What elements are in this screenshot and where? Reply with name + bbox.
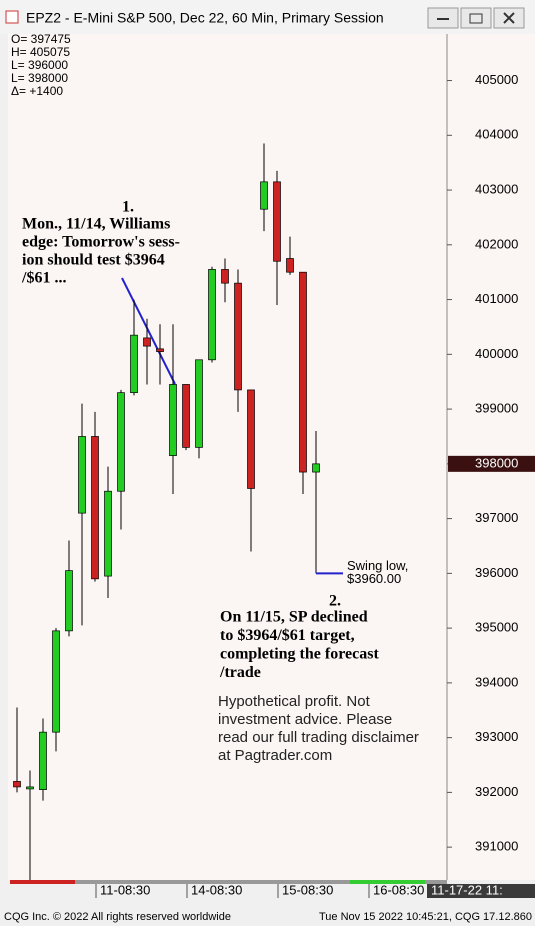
- session-strip: [350, 880, 425, 884]
- y-tick-label: 403000: [475, 181, 518, 196]
- y-tick-label: 405000: [475, 72, 518, 87]
- x-tick-label: 15-08:30: [282, 882, 333, 897]
- y-tick-label: 392000: [475, 784, 518, 799]
- y-tick-label: 402000: [475, 236, 518, 251]
- current-date: 11-17-22 11:: [431, 882, 503, 897]
- candle-body: [91, 436, 99, 580]
- candle-body: [260, 181, 268, 210]
- session-strip: [425, 880, 447, 884]
- y-tick-label: 393000: [475, 729, 518, 744]
- annotation-text: completing the forecast: [220, 646, 379, 663]
- candle-body: [286, 258, 294, 273]
- date-axis: [8, 880, 535, 898]
- candle-body: [182, 384, 190, 448]
- candle-body: [195, 359, 203, 448]
- annotation-text: /trade: [219, 664, 261, 681]
- candle-body: [143, 337, 151, 347]
- ohlc-readout: H= 405075: [11, 45, 70, 59]
- x-tick-label: 14-08:30: [191, 882, 242, 897]
- annotation-text: edge: Tomorrow's sess-: [22, 234, 180, 251]
- annotation-text: ion should test $3964: [22, 252, 165, 269]
- disclaimer-text: read our full trading disclaimer: [218, 729, 419, 746]
- ohlc-readout: Δ= +1400: [11, 84, 63, 98]
- annotation-text: Mon., 11/14, Williams: [22, 216, 170, 233]
- y-tick-label: 395000: [475, 620, 518, 635]
- candle-body: [234, 282, 242, 391]
- candle-body: [247, 389, 255, 489]
- candle-body: [104, 490, 112, 577]
- current-date-box: [427, 884, 535, 898]
- disclaimer-text: Hypothetical profit. Not: [218, 693, 371, 710]
- maximize-icon: [469, 13, 483, 24]
- annotation-number: 1.: [122, 199, 134, 216]
- disclaimer-text: investment advice. Please: [218, 711, 392, 728]
- x-tick-label: 16-08:30: [373, 882, 424, 897]
- y-tick-label: 404000: [475, 127, 518, 142]
- candle-body: [130, 334, 138, 394]
- annotation-text: /$61 ...: [21, 270, 66, 287]
- close-icon: [503, 12, 515, 24]
- swing-low-label: Swing low,: [347, 558, 408, 573]
- candle-body: [208, 269, 216, 361]
- y-tick-label: 400000: [475, 346, 518, 361]
- y-tick-label: 401000: [475, 291, 518, 306]
- annotation-pointer: [121, 277, 176, 385]
- footer-right: Tue Nov 15 2022 10:45:21, CQG 17.12.860: [319, 911, 532, 923]
- candle-body: [65, 570, 73, 632]
- annotation-text: to $3964/$61 target,: [220, 627, 355, 644]
- y-tick-label: 394000: [475, 674, 518, 689]
- maximize-button[interactable]: [460, 7, 492, 29]
- x-tick-label: 11-08:30: [100, 882, 150, 897]
- disclaimer-text: at Pagtrader.com: [218, 747, 332, 764]
- candle-body: [39, 731, 47, 791]
- candle-body: [78, 436, 86, 514]
- swing-low-label: $3960.00: [347, 571, 401, 586]
- last-price-box: [448, 455, 535, 472]
- window-title: EPZ2 - E-Mini S&P 500, Dec 22, 60 Min, P…: [26, 10, 384, 26]
- candle-body: [221, 269, 229, 284]
- y-tick-label: 391000: [475, 839, 518, 854]
- session-strip: [10, 880, 75, 884]
- candle-body: [26, 786, 34, 790]
- candle-body: [169, 384, 177, 456]
- candle-body: [13, 781, 21, 788]
- candle-body: [273, 181, 281, 262]
- ohlc-readout: O= 397475: [11, 32, 71, 46]
- candle-body: [299, 271, 307, 473]
- footer-left: CQG Inc. © 2022 All rights reserved worl…: [4, 911, 231, 923]
- candle-body: [156, 348, 164, 352]
- y-tick-label: 397000: [475, 510, 518, 525]
- annotation-text: On 11/15, SP declined: [220, 609, 368, 626]
- candle-body: [312, 463, 320, 473]
- session-strip: [75, 880, 350, 884]
- y-tick-label: 396000: [475, 565, 518, 580]
- app-icon: [5, 10, 19, 24]
- last-price-label: 398000: [475, 455, 518, 470]
- ohlc-readout: L= 396000: [11, 58, 68, 72]
- candle-body: [117, 392, 125, 492]
- ohlc-readout: L= 398000: [11, 71, 68, 85]
- candle-body: [52, 630, 60, 733]
- annotation-number: 2.: [329, 593, 341, 610]
- y-tick-label: 399000: [475, 401, 518, 416]
